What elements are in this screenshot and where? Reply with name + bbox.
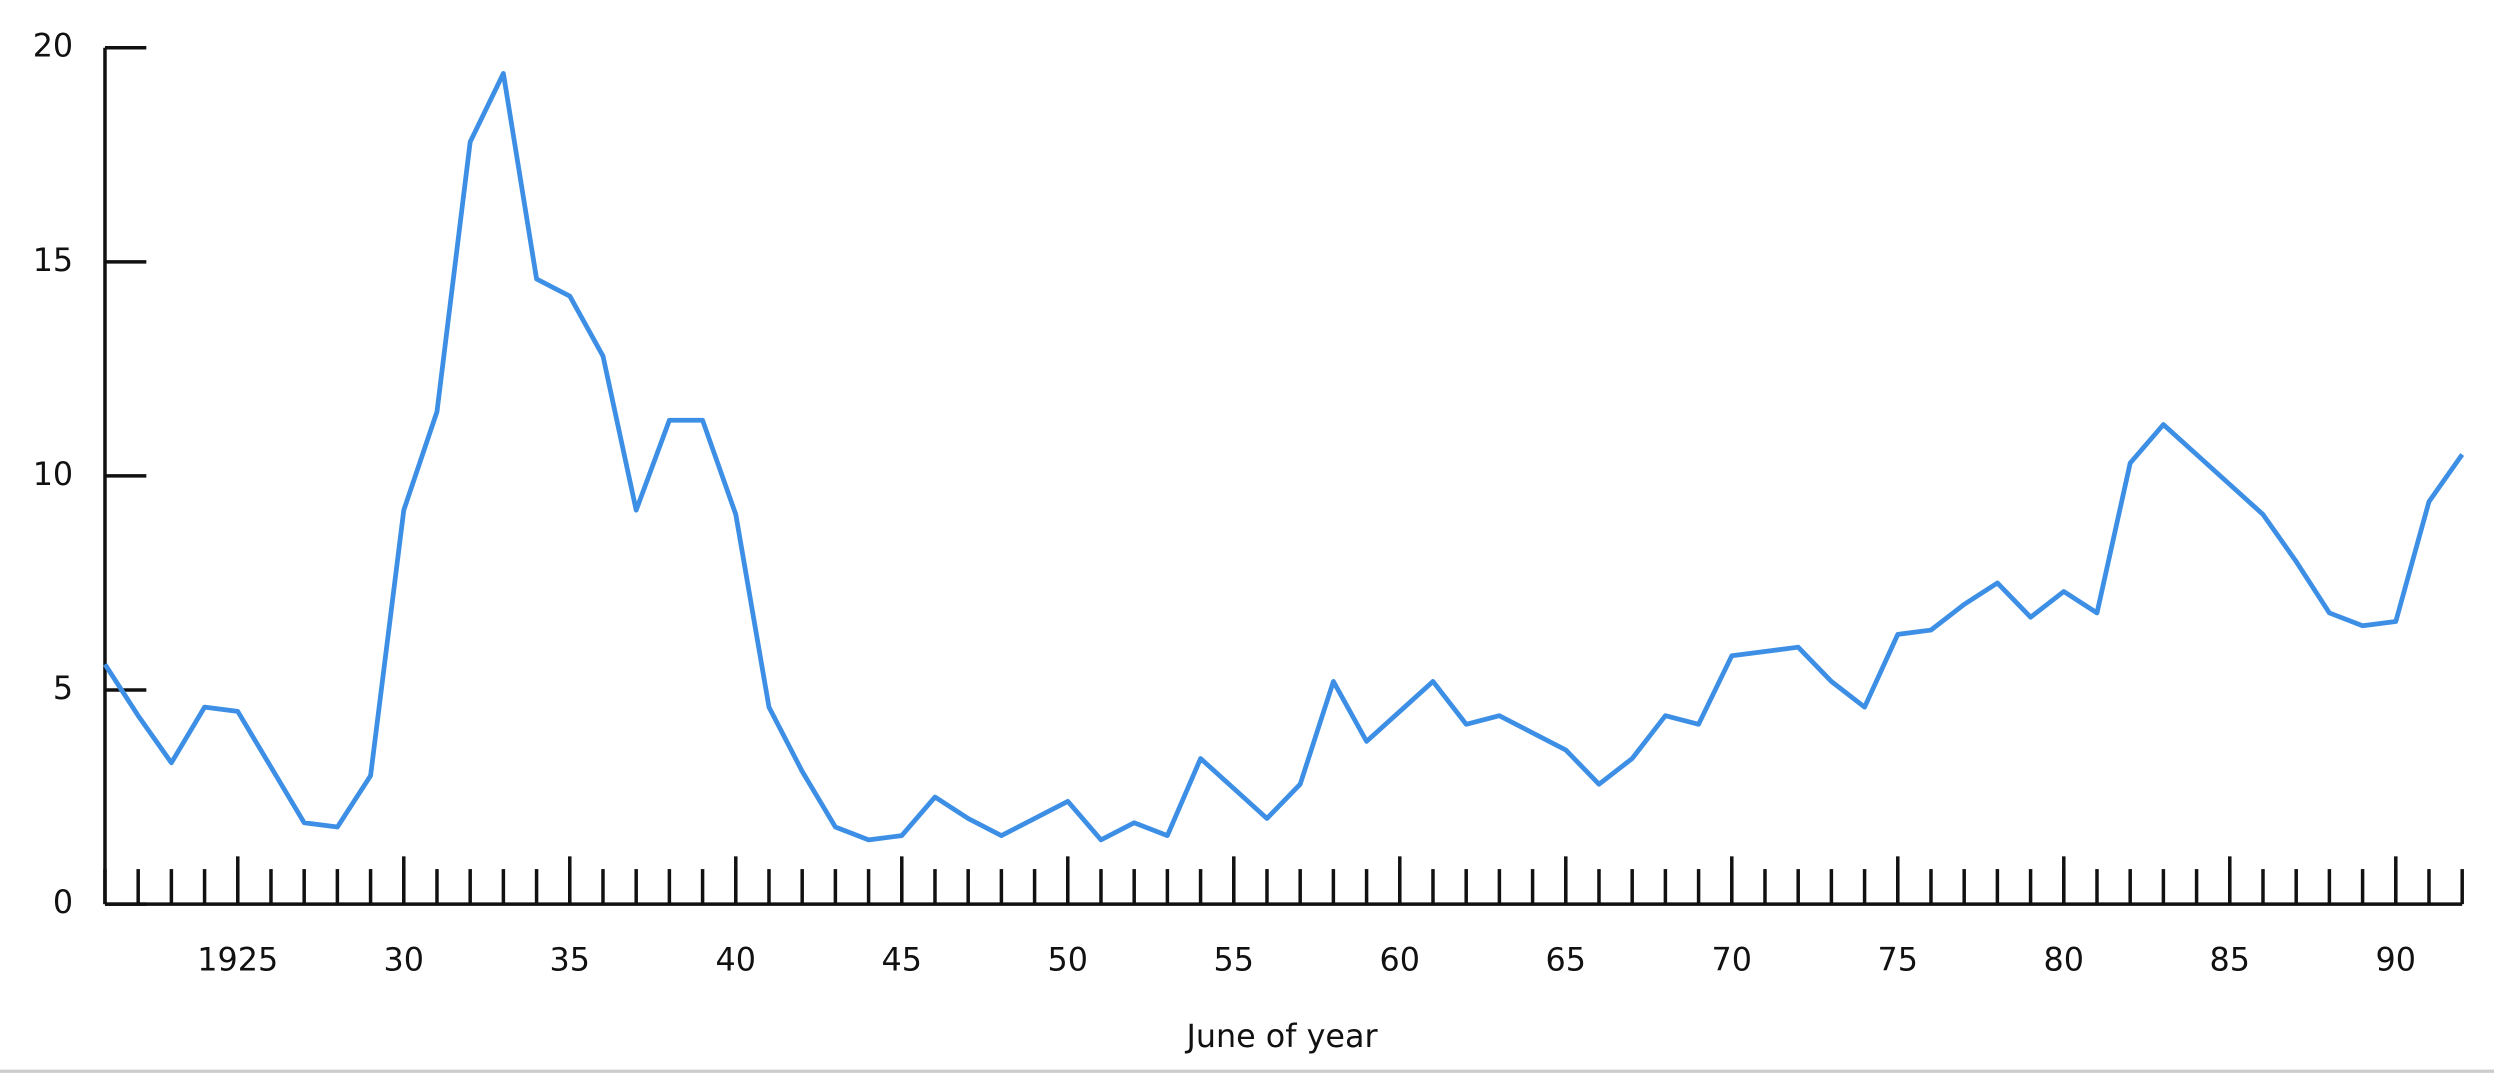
y-tick-label: 0 (53, 883, 73, 921)
x-tick-label: 60 (1380, 940, 1420, 978)
x-tick-label: 30 (384, 940, 424, 978)
x-tick-label: 40 (716, 940, 756, 978)
x-tick-label: 1925 (197, 940, 278, 978)
x-axis-label: June of year (1184, 1017, 1378, 1055)
x-tick-label: 50 (1048, 940, 1088, 978)
data-line (102, 71, 2465, 843)
y-tick-label: 5 (53, 669, 73, 707)
x-tick-label: 75 (1878, 940, 1918, 978)
x-tick-label: 55 (1214, 940, 1254, 978)
y-tick-label: 10 (33, 455, 73, 493)
x-tick-label: 90 (2376, 940, 2416, 978)
x-tick-label: 45 (882, 940, 922, 978)
x-tick-label: 35 (550, 940, 590, 978)
x-tick-label: 65 (1546, 940, 1586, 978)
y-tick-label: 15 (33, 241, 73, 279)
x-tick-label: 70 (1712, 940, 1752, 978)
x-tick-label: 80 (2044, 940, 2084, 978)
x-tick-label: 85 (2210, 940, 2250, 978)
y-tick-label: 20 (33, 27, 73, 65)
